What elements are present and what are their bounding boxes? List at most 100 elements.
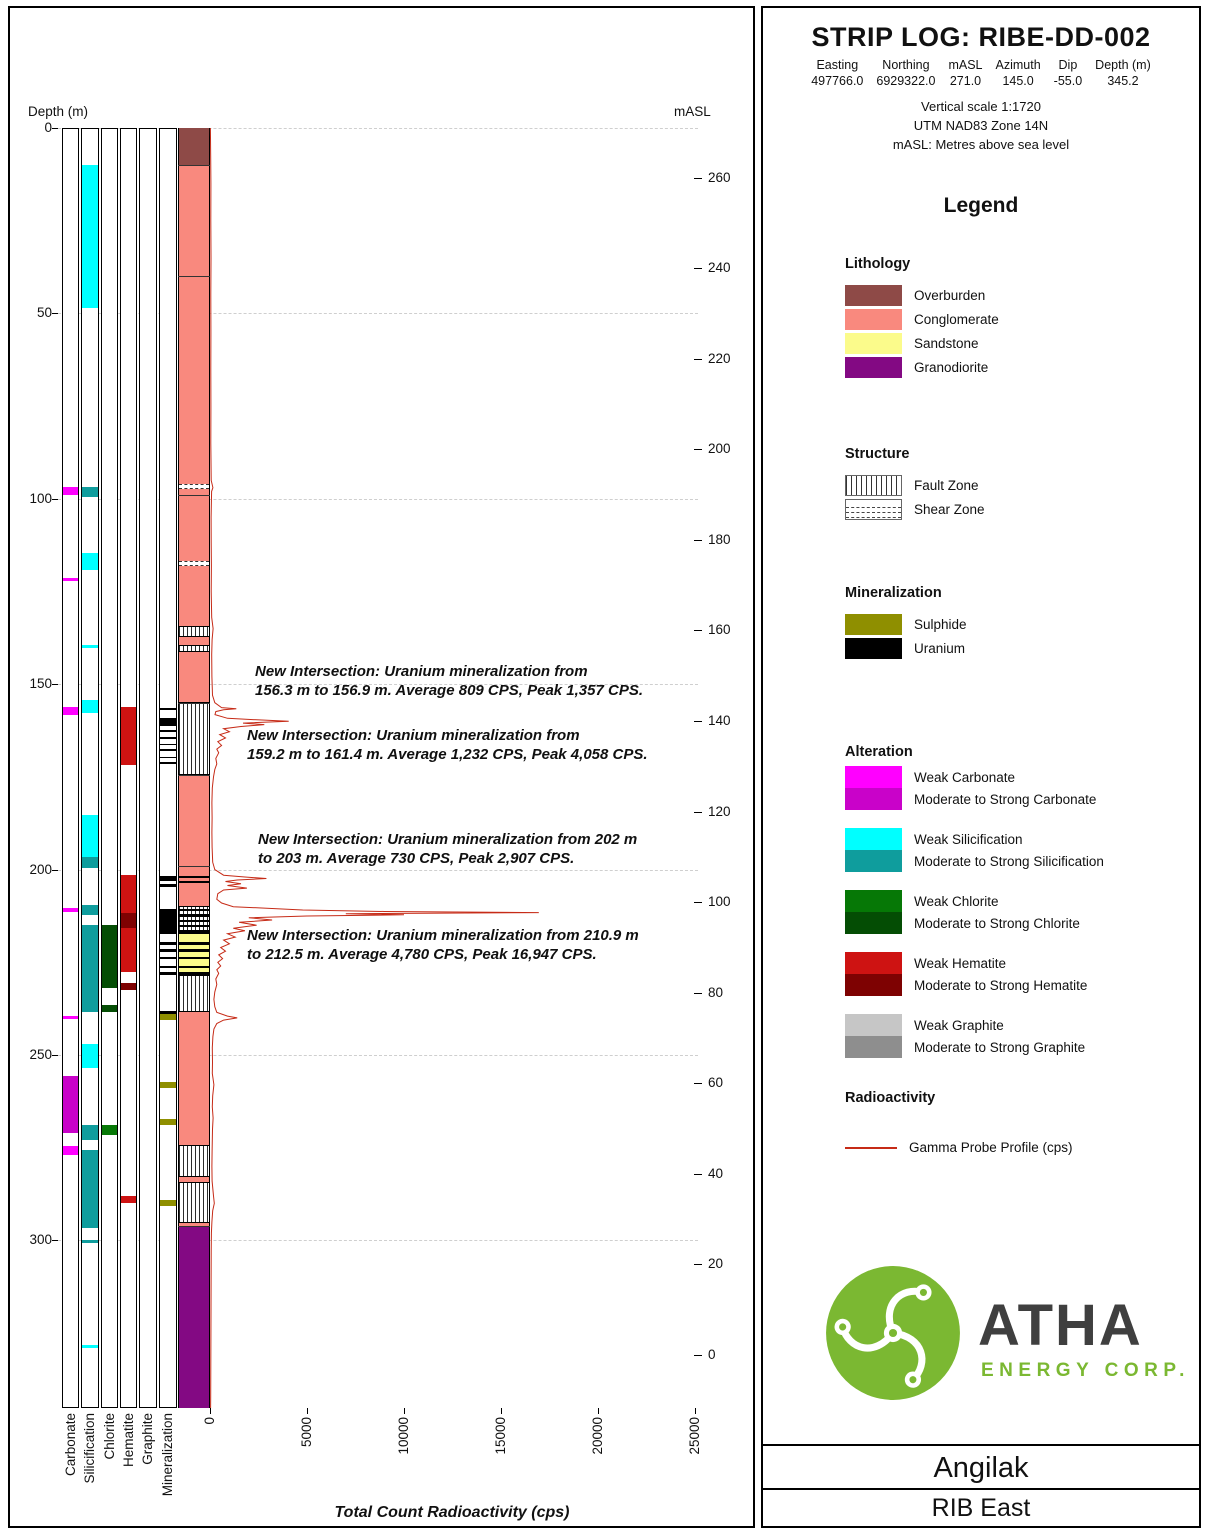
legend-item-label: Weak Graphite	[914, 1017, 1004, 1033]
masl-tick-label: 160	[708, 622, 731, 638]
masl-tick-label: 240	[708, 260, 731, 276]
column-label-text: Mineralization	[160, 1413, 175, 1497]
intersection-annotation: New Intersection: Uranium mineralization…	[247, 927, 639, 964]
cps-tick-text: 25000	[687, 1417, 702, 1455]
interval-sil_weak	[82, 815, 98, 857]
legend-item: Moderate to Strong Carbonate	[845, 788, 1195, 810]
cps-tick-text: 10000	[396, 1417, 411, 1455]
legend-item: Moderate to Strong Chlorite	[845, 912, 1195, 934]
conglomerate-swatch	[845, 309, 902, 330]
uranium-band	[179, 914, 209, 918]
interval-sil_weak	[82, 1344, 98, 1348]
masl-axis-title: mASL	[674, 104, 711, 119]
overburden-swatch	[845, 285, 902, 306]
shear-swatch	[845, 499, 902, 520]
depth-axis-title: Depth (m)	[28, 104, 89, 119]
uranium-band	[179, 925, 209, 928]
column-silicification	[81, 128, 99, 1408]
masl-tick-label: 140	[708, 712, 731, 728]
interval-chl_strong	[102, 925, 117, 989]
lithology-contact	[178, 775, 210, 777]
sulphide-swatch	[845, 614, 902, 635]
collar-field-label: Depth (m)	[1095, 58, 1151, 72]
collar-field: Dip -55.0	[1054, 58, 1083, 88]
depth-tick	[52, 313, 58, 315]
scale-note: UTM NAD83 Zone 14N	[913, 117, 1049, 133]
interval-uranium	[160, 762, 176, 765]
depth-tick-label: 150	[29, 676, 52, 692]
interval-uranium	[160, 956, 176, 960]
depth-tick-label: 300	[29, 1232, 52, 1248]
interval-sil_weak	[82, 552, 98, 570]
cps-tick	[598, 1408, 599, 1414]
project-name: Angilak	[933, 1452, 1029, 1484]
interval-chl_weak	[102, 1125, 117, 1135]
masl-tick	[694, 1083, 702, 1085]
interval-hem_strong	[121, 912, 136, 929]
uranium-band	[179, 919, 209, 923]
interval-uranium	[160, 971, 176, 975]
depth-tick	[52, 1055, 58, 1056]
legend-items: Weak Carbonate Moderate to Strong Carbona…	[845, 766, 1195, 1076]
collar-field: Northing 6929322.0	[876, 58, 935, 88]
scale-note: mASL: Metres above sea level	[892, 136, 1070, 152]
masl-tick	[694, 449, 702, 451]
cps-tick-text: 5000	[299, 1417, 314, 1448]
legend-item-label: Conglomerate	[914, 312, 999, 327]
masl-tick-label: 80	[708, 984, 724, 1000]
interval-sil_weak	[82, 700, 98, 714]
column-label-chlorite: Chlorite	[102, 1412, 118, 1524]
lithology-contact	[178, 495, 210, 497]
interval-uranium	[160, 736, 176, 740]
interval-sil_strong	[82, 1240, 98, 1244]
legend-item: Shear Zone	[845, 498, 1195, 521]
masl-tick	[694, 1264, 702, 1266]
structure-fault-zone	[179, 701, 209, 776]
column-graphite	[139, 128, 157, 1408]
collar-field-value: 345.2	[1107, 74, 1139, 88]
legend-item-label: Uranium	[914, 641, 966, 656]
legend-item: Granodiorite	[845, 356, 1195, 379]
legend-item-label: Overburden	[914, 288, 986, 303]
masl-tick	[694, 358, 702, 360]
cps-tick-text: 0	[202, 1417, 217, 1425]
column-label-carbonate: Carbonate	[63, 1412, 79, 1524]
lithology-overburden	[179, 128, 209, 166]
uranium-band	[179, 941, 209, 945]
column-chlorite	[101, 128, 118, 1408]
collar-field-value: 497766.0	[811, 74, 864, 88]
legend-item: Overburden	[845, 284, 1195, 307]
cps-tick	[307, 1408, 308, 1414]
uranium-band	[179, 930, 209, 933]
collar-field-value: 271.0	[949, 74, 982, 88]
lithology-sandstone	[179, 934, 209, 976]
legend-item: Moderate to Strong Silicification	[845, 850, 1195, 872]
uranium-band	[179, 956, 209, 960]
legend-item: Conglomerate	[845, 308, 1195, 331]
collar-field: Azimuth 145.0	[996, 58, 1041, 88]
intersection-annotation: New Intersection: Uranium mineralization…	[255, 663, 644, 700]
legend-item: Weak Hematite	[845, 952, 1195, 974]
uranium-band	[179, 971, 209, 975]
legend-item-label: Granodiorite	[914, 360, 989, 375]
cps-tick	[501, 1408, 502, 1414]
depth-tick-label: 100	[29, 490, 52, 506]
interval-sulphide	[160, 1014, 176, 1021]
uranium-band	[179, 880, 209, 883]
structure-fault-zone	[179, 625, 209, 638]
lithology-conglomerate	[179, 165, 209, 935]
column-label-text: Hematite	[120, 1413, 136, 1468]
interval-sil_strong	[82, 1125, 98, 1141]
sil_weak-swatch	[845, 828, 902, 850]
legend-item: Weak Chlorite	[845, 890, 1195, 912]
legend-item: Sulphide	[845, 613, 1195, 636]
depth-tick	[52, 128, 58, 129]
masl-tick	[694, 811, 702, 813]
lithology-contact	[178, 1225, 210, 1227]
legend-items: Sulphide Uranium	[845, 613, 1195, 661]
interval-sulphide	[160, 1081, 176, 1088]
masl-tick	[694, 720, 702, 722]
scale-note: Vertical scale 1:1720	[921, 99, 1041, 114]
structure-fault-zone	[179, 975, 209, 1013]
